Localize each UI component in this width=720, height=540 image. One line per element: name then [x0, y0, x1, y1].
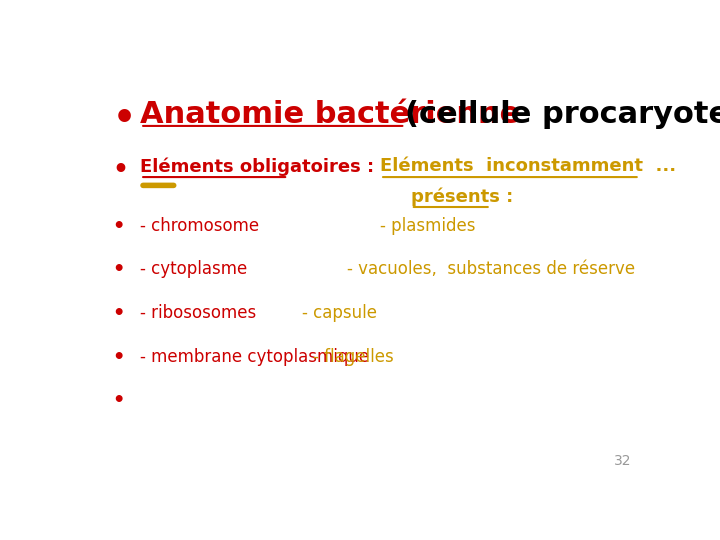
Text: Eléments obligatoires :: Eléments obligatoires :	[140, 157, 393, 176]
Text: Anatomie bactérienne: Anatomie bactérienne	[140, 100, 531, 129]
Text: - flagelles: - flagelles	[313, 348, 394, 366]
Text: (cellule procaryote): (cellule procaryote)	[405, 100, 720, 129]
Text: •: •	[112, 102, 135, 136]
Text: •: •	[112, 391, 125, 410]
Text: Eléments  inconstamment  ...: Eléments inconstamment ...	[380, 157, 676, 175]
Text: - plasmides: - plasmides	[380, 217, 476, 234]
Text: •: •	[112, 304, 125, 323]
Text: - membrane cytoplasmique: - membrane cytoplasmique	[140, 348, 369, 366]
Text: •: •	[112, 348, 125, 367]
Text: - cytoplasme: - cytoplasme	[140, 260, 248, 278]
Text: - chromosome: - chromosome	[140, 217, 259, 234]
Text: •: •	[112, 158, 128, 183]
Text: •: •	[112, 217, 125, 235]
Text: - ribososomes: - ribososomes	[140, 304, 256, 322]
Text: •: •	[112, 260, 125, 279]
Text: - capsule: - capsule	[302, 304, 377, 322]
Text: présents :: présents :	[411, 187, 513, 206]
Text: - vacuoles,  substances de réserve: - vacuoles, substances de réserve	[347, 260, 635, 278]
Text: 32: 32	[613, 454, 631, 468]
